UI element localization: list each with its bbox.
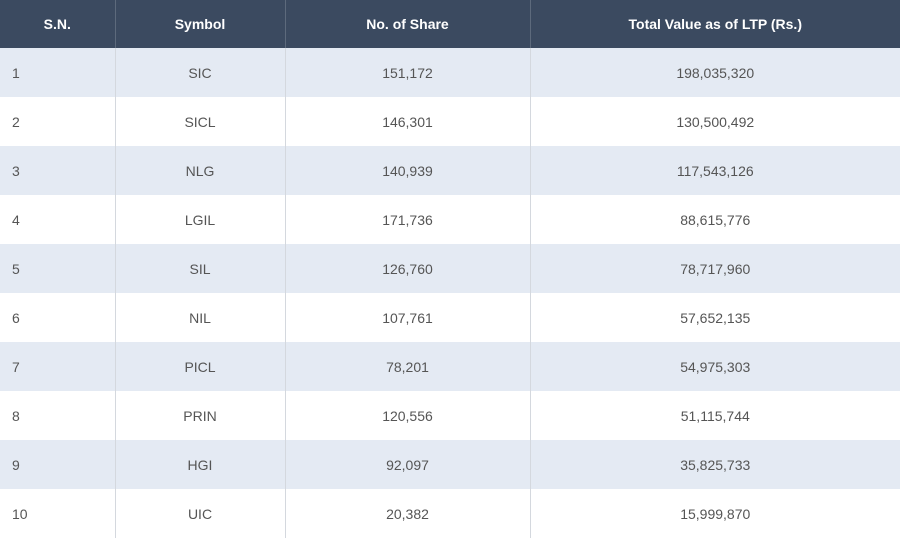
cell-no-of-share: 126,760	[285, 244, 531, 293]
cell-total-value: 15,999,870	[680, 505, 751, 522]
header-total-value: Total Value as of LTP (Rs.)	[628, 16, 802, 32]
cell-sn: 4	[0, 195, 116, 244]
table-row: 4 LGIL 171,736 88,615,776	[0, 195, 900, 244]
cell-symbol: LGIL	[115, 195, 286, 244]
cell-sn: 5	[0, 244, 116, 293]
cell-sn: 6	[0, 293, 116, 342]
cell-total-value: 198,035,320	[676, 64, 755, 81]
cell-no-of-share: 78,201	[285, 342, 531, 391]
cell-symbol: PICL	[115, 342, 286, 391]
cell-no-of-share: 107,761	[285, 293, 531, 342]
table-row: 5 SIL 126,760 78,717,960	[0, 244, 900, 293]
table-row: 6 NIL 107,761 57,652,135	[0, 293, 900, 342]
cell-total-value: 78,717,960	[680, 260, 751, 277]
cell-sn: 7	[0, 342, 116, 391]
cell-sn: 1	[0, 48, 116, 97]
cell-sn: 3	[0, 146, 116, 195]
cell-total-value: 51,115,744	[680, 407, 750, 424]
cell-no-of-share: 92,097	[285, 440, 531, 489]
cell-symbol: PRIN	[115, 391, 286, 440]
cell-sn: 9	[0, 440, 116, 489]
cell-total-value: 54,975,303	[680, 358, 751, 375]
table-row: 10 UIC 20,382 15,999,870	[0, 489, 900, 538]
cell-symbol: NLG	[115, 146, 286, 195]
header-symbol: Symbol	[115, 0, 286, 48]
header-sn: S.N.	[0, 0, 116, 48]
cell-symbol: SIC	[115, 48, 286, 97]
table-row: 8 PRIN 120,556 51,115,744	[0, 391, 900, 440]
cell-no-of-share: 151,172	[285, 48, 531, 97]
cell-total-value: 130,500,492	[676, 113, 755, 130]
table-row: 7 PICL 78,201 54,975,303	[0, 342, 900, 391]
cell-symbol: NIL	[115, 293, 286, 342]
cell-total-value: 88,615,776	[680, 211, 751, 228]
cell-symbol: SICL	[115, 97, 286, 146]
cell-symbol: HGI	[115, 440, 286, 489]
cell-total-value: 35,825,733	[680, 456, 751, 473]
cell-sn: 10	[0, 489, 116, 538]
cell-total-value: 117,543,126	[676, 162, 754, 179]
table-row: 1 SIC 151,172 198,035,320	[0, 48, 900, 97]
cell-no-of-share: 146,301	[285, 97, 531, 146]
cell-symbol: UIC	[115, 489, 286, 538]
table-body: 1 SIC 151,172 198,035,320 2 SICL 146,301 130,50…	[0, 48, 900, 538]
table-header: S.N. Symbol No. of Share Total Value as …	[0, 0, 900, 48]
cell-no-of-share: 120,556	[285, 391, 531, 440]
header-row: S.N. Symbol No. of Share Total Value as …	[0, 0, 900, 48]
cell-sn: 2	[0, 97, 116, 146]
cell-no-of-share: 171,736	[285, 195, 531, 244]
header-no-of-share: No. of Share	[285, 0, 531, 48]
table-row: 2 SICL 146,301 130,500,492	[0, 97, 900, 146]
table-row: 9 HGI 92,097 35,825,733	[0, 440, 900, 489]
table-row: 3 NLG 140,939 117,543,126	[0, 146, 900, 195]
cell-total-value: 57,652,135	[680, 309, 751, 326]
cell-sn: 8	[0, 391, 116, 440]
cell-symbol: SIL	[115, 244, 286, 293]
cell-no-of-share: 20,382	[285, 489, 531, 538]
cell-no-of-share: 140,939	[285, 146, 531, 195]
